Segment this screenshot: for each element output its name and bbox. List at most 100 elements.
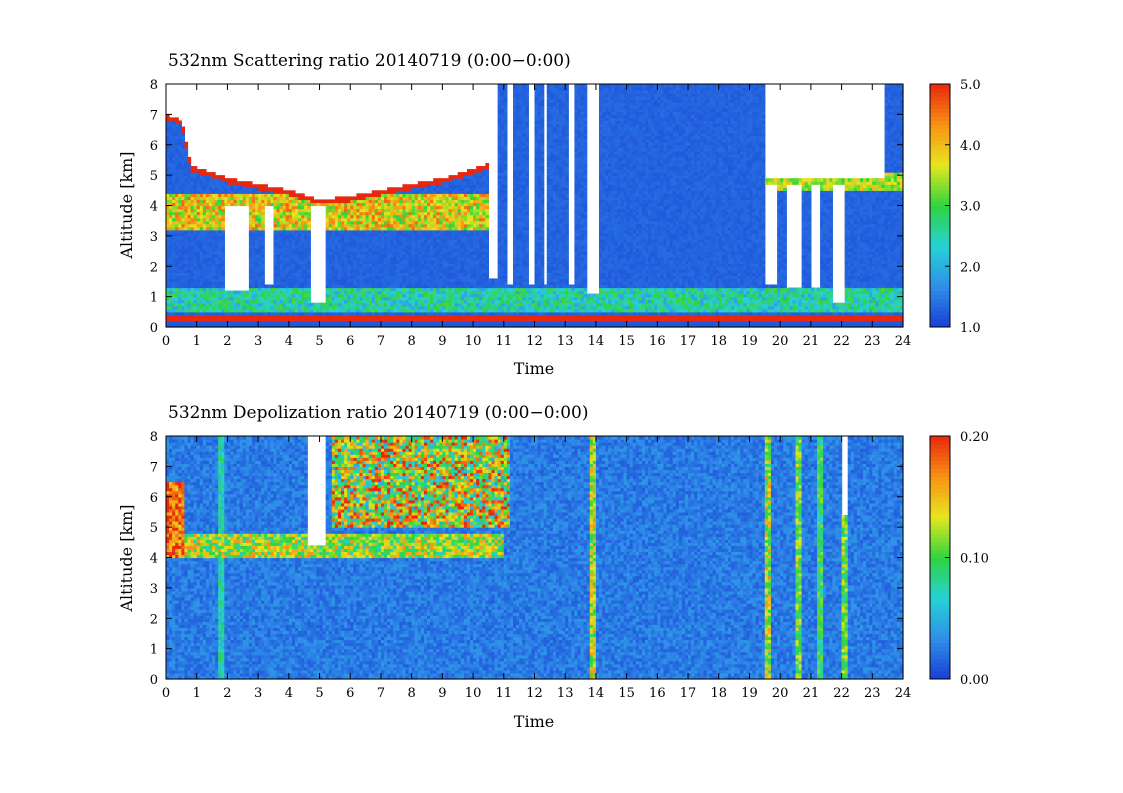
heatmap-cell xyxy=(248,266,253,270)
heatmap-cell xyxy=(178,290,182,295)
heatmap-cell xyxy=(359,323,364,328)
heatmap-cell xyxy=(294,220,299,225)
heatmap-cell xyxy=(187,156,192,161)
heatmap-cell xyxy=(224,178,229,182)
heatmap-cell xyxy=(212,190,216,194)
heatmap-cell xyxy=(184,296,189,301)
heatmap-cell xyxy=(325,287,330,292)
heatmap-cell xyxy=(301,248,305,252)
heatmap-cell xyxy=(175,187,179,191)
heatmap-cell xyxy=(205,314,210,319)
heatmap-cell xyxy=(202,223,207,228)
heatmap-cell xyxy=(212,205,216,210)
heatmap-cell xyxy=(344,244,348,249)
heatmap-cell xyxy=(359,196,364,201)
heatmap-cell xyxy=(221,244,225,249)
heatmap-cell xyxy=(301,302,305,307)
heatmap-cell xyxy=(350,257,354,261)
heatmap-cell xyxy=(205,244,210,249)
heatmap-cell xyxy=(184,293,189,298)
heatmap-cell xyxy=(187,320,192,325)
heatmap-cell xyxy=(208,220,213,225)
heatmap-cell xyxy=(304,196,308,201)
heatmap-cell xyxy=(347,248,351,252)
heatmap-cell xyxy=(341,272,345,276)
heatmap-cell xyxy=(264,302,268,307)
heatmap-cell xyxy=(178,257,182,261)
heatmap-cell xyxy=(344,305,348,310)
heatmap-cell xyxy=(199,202,204,207)
heatmap-cell xyxy=(353,226,357,231)
heatmap-cell xyxy=(175,123,179,128)
heatmap-cell xyxy=(337,251,342,255)
heatmap-cell xyxy=(184,144,189,149)
heatmap-cell xyxy=(273,202,278,207)
heatmap-cell xyxy=(304,275,308,279)
heatmap-cell xyxy=(347,296,351,301)
heatmap-cell xyxy=(202,175,207,179)
heatmap-cell xyxy=(221,223,225,228)
heatmap-cell xyxy=(353,244,357,249)
heatmap-cell xyxy=(172,266,176,270)
heatmap-cell xyxy=(258,196,262,201)
heatmap-cell xyxy=(178,123,182,128)
heatmap-cell xyxy=(248,293,253,298)
heatmap-cell xyxy=(212,175,216,179)
heatmap-cell xyxy=(334,238,339,243)
heatmap-cell xyxy=(251,196,256,201)
heatmap-cell xyxy=(328,205,333,210)
heatmap-cell xyxy=(245,308,250,313)
heatmap-cell xyxy=(350,229,354,234)
heatmap-cell xyxy=(282,226,287,231)
heatmap-cell xyxy=(261,272,265,276)
heatmap-cell xyxy=(258,290,262,295)
heatmap-cell xyxy=(166,248,170,252)
heatmap-cell xyxy=(359,226,364,231)
heatmap-cell xyxy=(347,235,351,240)
heatmap-cell xyxy=(205,235,210,240)
heatmap-cell xyxy=(301,205,305,210)
heatmap-cell xyxy=(224,190,229,194)
heatmap-cell xyxy=(273,272,278,276)
heatmap-cell xyxy=(242,187,247,191)
heatmap-cell xyxy=(181,156,186,161)
heatmap-cell xyxy=(221,232,225,237)
heatmap-cell xyxy=(279,284,284,289)
heatmap-cell xyxy=(264,323,268,328)
heatmap-cell xyxy=(298,305,302,310)
heatmap-cell xyxy=(215,314,219,319)
heatmap-cell xyxy=(334,272,339,276)
heatmap-cell xyxy=(276,217,281,222)
heatmap-cell xyxy=(227,293,232,298)
heatmap-cell xyxy=(251,199,256,204)
heatmap-cell xyxy=(175,278,179,283)
heatmap-cell xyxy=(248,275,253,279)
heatmap-cell xyxy=(230,196,235,201)
heatmap-cell xyxy=(310,311,314,316)
heatmap-cell xyxy=(307,223,311,228)
heatmap-cell xyxy=(184,172,189,176)
heatmap-cell xyxy=(181,211,186,216)
heatmap-cell xyxy=(193,302,198,307)
heatmap-cell xyxy=(169,305,173,310)
heatmap-cell xyxy=(291,257,296,261)
heatmap-cell xyxy=(227,290,232,295)
heatmap-cell xyxy=(347,251,351,255)
heatmap-cell xyxy=(187,202,192,207)
heatmap-cell xyxy=(270,296,275,301)
heatmap-cell xyxy=(196,178,201,182)
heatmap-cell xyxy=(331,266,336,270)
heatmap-cell xyxy=(255,248,259,252)
heatmap-cell xyxy=(307,248,311,252)
heatmap-cell xyxy=(298,193,302,197)
heatmap-cell xyxy=(362,299,367,304)
heatmap-cell xyxy=(184,278,189,283)
heatmap-cell xyxy=(331,251,336,255)
heatmap-cell xyxy=(212,260,216,264)
heatmap-cell xyxy=(261,323,265,328)
heatmap-cell xyxy=(307,257,311,261)
heatmap-cell xyxy=(276,305,281,310)
heatmap-cell xyxy=(294,199,299,204)
heatmap-cell xyxy=(337,257,342,261)
heatmap-cell xyxy=(169,251,173,255)
